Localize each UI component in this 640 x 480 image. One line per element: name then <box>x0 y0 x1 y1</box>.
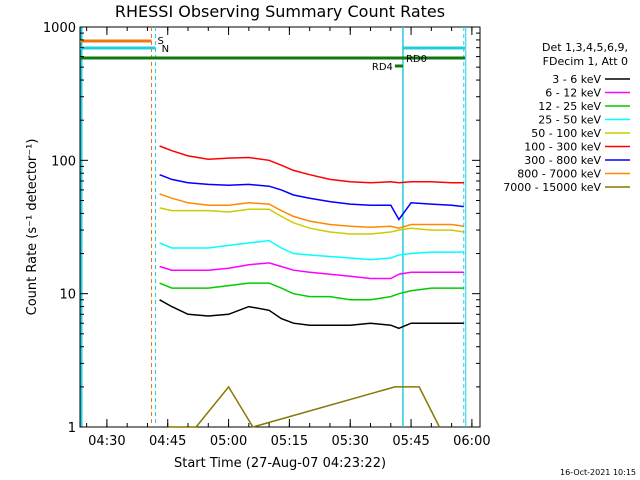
legend-label: 3 - 6 keV <box>552 73 601 86</box>
series-line <box>159 282 464 301</box>
footer-timestamp: 16-Oct-2021 10:15 <box>560 468 636 477</box>
legend-header-1: Det 1,3,4,5,6,9, <box>542 41 628 54</box>
legend: Det 1,3,4,5,6,9, FDecim 1, Att 0 3 - 6 k… <box>503 41 630 194</box>
legend-label: 50 - 100 keV <box>531 127 601 140</box>
chart-title: RHESSI Observing Summary Count Rates <box>115 2 445 21</box>
legend-label: 25 - 50 keV <box>538 114 601 127</box>
legend-label: 7000 - 15000 keV <box>503 181 601 194</box>
saa-label: S <box>158 36 164 47</box>
legend-header-2: FDecim 1, Att 0 <box>543 55 628 68</box>
x-axis-title: Start Time (27-Aug-07 04:23:22) <box>174 456 386 471</box>
x-tick-label: 05:45 <box>392 434 429 449</box>
y-tick-label: 10 <box>59 288 76 303</box>
rd4-label: RD4 <box>372 62 393 73</box>
series-line <box>159 262 464 280</box>
x-tick-label: 06:00 <box>453 434 490 449</box>
y-tick-label: 100 <box>51 154 76 169</box>
tick-marks: 1 10 100 1000 04:30 04:45 05:00 05:15 05:30 05:45… <box>43 21 491 449</box>
rd0-label: RD0 <box>406 54 427 65</box>
series-line <box>159 145 464 184</box>
x-tick-label: 05:15 <box>271 434 308 449</box>
y-tick-label: 1 <box>68 421 76 436</box>
x-tick-label: 05:30 <box>331 434 368 449</box>
plot-frame <box>79 26 481 428</box>
legend-label: 100 - 300 keV <box>524 141 601 154</box>
x-tick-label: 05:00 <box>210 434 247 449</box>
series-line <box>167 385 441 428</box>
y-axis-title: Count Rate (s⁻¹ detector⁻¹) <box>25 139 40 316</box>
x-tick-label: 04:45 <box>149 434 186 449</box>
series-layer <box>159 145 464 428</box>
series-line <box>159 299 464 330</box>
series-line <box>159 239 464 261</box>
legend-label: 800 - 7000 keV <box>517 168 601 181</box>
series-line <box>159 174 464 221</box>
legend-label: 6 - 12 keV <box>545 87 601 100</box>
y-tick-label: 1000 <box>43 21 76 36</box>
series-line <box>159 207 464 235</box>
x-tick-label: 04:30 <box>88 434 125 449</box>
legend-label: 300 - 800 keV <box>524 154 601 167</box>
event-lines: SN RD4 RD0 <box>80 27 467 427</box>
night-label: N <box>162 44 169 55</box>
legend-label: 12 - 25 keV <box>538 100 601 113</box>
series-line <box>159 193 464 229</box>
